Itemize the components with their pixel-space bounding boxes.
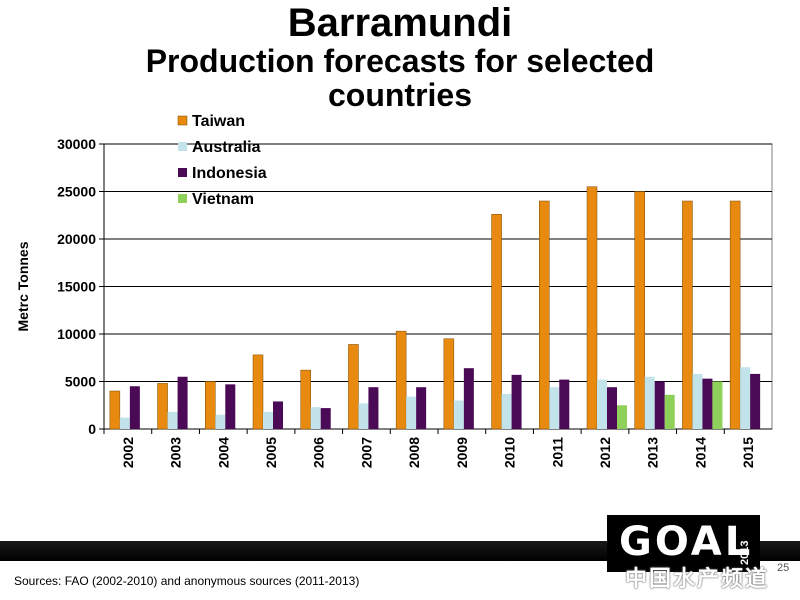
bar-taiwan-2006 [300, 369, 311, 430]
legend-swatch-taiwan [177, 115, 188, 126]
legend-label-taiwan: Taiwan [192, 113, 245, 130]
y-tick-label: 5000 [65, 374, 96, 390]
bar-australia-2010 [501, 393, 512, 429]
slide-title: Barramundi [287, 1, 513, 45]
bar-indonesia-2006 [320, 408, 331, 429]
legend-swatch-indonesia [178, 168, 187, 177]
bar-indonesia-2008 [416, 387, 427, 429]
bar-australia-2014 [692, 373, 703, 429]
bar-taiwan-2009 [443, 338, 455, 430]
legend-label-vietnam: Vietnam [192, 191, 254, 208]
x-tick-label: 2005 [263, 437, 279, 468]
bar-indonesia-2013 [654, 381, 665, 429]
bar-taiwan-2003 [157, 383, 168, 430]
bar-indonesia-2005 [273, 401, 283, 429]
bar-vietnam-2013 [664, 394, 675, 429]
bar-australia-2004 [215, 414, 226, 429]
x-tick-label: 2014 [692, 437, 708, 468]
x-tick-label: 2011 [549, 437, 565, 468]
bar-taiwan-2007 [348, 344, 359, 430]
bar-australia-2005 [263, 411, 273, 429]
bar-indonesia-2011 [559, 379, 570, 429]
bar-vietnam-2014 [712, 381, 723, 429]
bar-australia-2009 [453, 400, 464, 429]
x-tick-label: 2012 [597, 437, 613, 468]
bar-australia-2015 [740, 367, 751, 429]
y-tick-label: 10000 [57, 326, 96, 342]
x-tick-label: 2006 [311, 437, 327, 468]
bar-australia-2006 [310, 407, 321, 429]
bar-vietnam-2012 [617, 405, 627, 429]
slide-number: 25 [777, 562, 790, 574]
y-tick-label: 20000 [57, 231, 96, 247]
bar-taiwan-2013 [634, 191, 645, 430]
x-tick-label: 2003 [168, 437, 184, 468]
x-tick-label: 2002 [120, 437, 136, 468]
logo-text: GOAL [619, 519, 754, 565]
legend-label-indonesia: Indonesia [192, 165, 267, 182]
bar-australia-2003 [167, 411, 178, 429]
y-axis-label: Metrc Tonnes [15, 241, 31, 331]
bar-australia-2008 [406, 396, 417, 429]
bar-taiwan-2011 [539, 200, 550, 430]
bar-indonesia-2015 [750, 373, 761, 429]
bar-indonesia-2003 [177, 376, 188, 429]
bar-indonesia-2004 [225, 384, 236, 429]
legend-label-australia: Australia [192, 139, 261, 156]
bar-taiwan-2005 [252, 354, 264, 430]
bar-indonesia-2014 [702, 378, 713, 429]
legend-swatch-vietnam [178, 194, 187, 203]
bar-indonesia-2002 [129, 386, 140, 429]
y-tick-label: 0 [88, 421, 96, 437]
sources-note: Sources: FAO (2002-2010) and anonymous s… [14, 574, 360, 588]
bar-australia-2007 [358, 403, 369, 429]
y-tick-label: 25000 [57, 184, 96, 200]
bar-taiwan-2015 [729, 200, 741, 430]
x-tick-label: 2009 [454, 437, 470, 468]
bar-indonesia-2012 [607, 387, 617, 429]
legend-swatch-australia [178, 142, 187, 151]
slide-subtitle: Production forecasts for selected countr… [145, 43, 655, 113]
bar-indonesia-2007 [368, 387, 379, 429]
bar-taiwan-2014 [682, 200, 693, 430]
bar-australia-2012 [597, 379, 607, 429]
y-tick-label: 30000 [57, 136, 96, 152]
x-tick-label: 2008 [406, 437, 422, 468]
watermark: 中国水产频道 [625, 566, 770, 591]
bar-australia-2013 [644, 376, 655, 429]
goal-logo: GOAL 2013 [607, 515, 760, 572]
slide-title-block: Barramundi Production forecasts for sele… [0, 2, 800, 112]
bar-taiwan-2010 [491, 214, 502, 430]
bar-chart: 0 5000 10000 15000 20000 25000 30000 Metrc Tonn… [15, 113, 773, 468]
bar-taiwan-2002 [109, 390, 121, 430]
bar-taiwan-2004 [205, 381, 216, 430]
x-tick-label: 2015 [740, 437, 756, 468]
footer-bar [0, 541, 800, 561]
bar-indonesia-2009 [463, 368, 474, 429]
x-tick-label: 2007 [358, 437, 374, 468]
bar-australia-2002 [119, 417, 130, 429]
y-tick-label: 15000 [57, 279, 96, 295]
bar-indonesia-2010 [511, 374, 522, 429]
x-tick-label: 2004 [215, 437, 231, 468]
bar-taiwan-2012 [586, 186, 598, 430]
x-tick-label: 2010 [502, 437, 518, 468]
bar-taiwan-2008 [395, 330, 407, 430]
bar-australia-2011 [549, 387, 560, 429]
x-tick-label: 2013 [645, 437, 661, 468]
